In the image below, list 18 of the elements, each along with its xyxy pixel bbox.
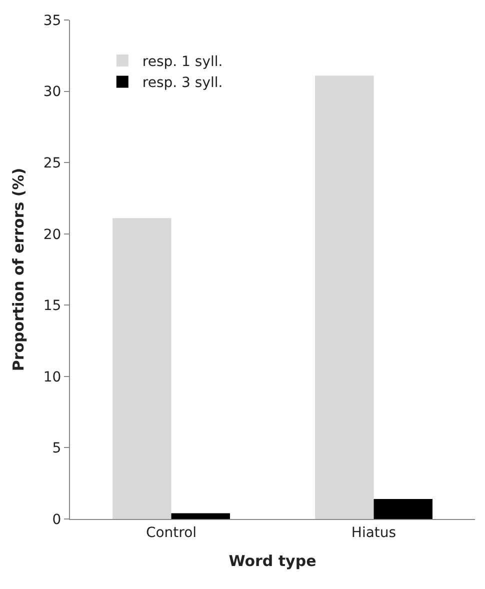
legend-label: resp. 1 syll. [142, 54, 223, 70]
y-tick-label: 35 [43, 12, 62, 29]
y-tick-label: 20 [43, 226, 62, 243]
bar [171, 513, 230, 519]
x-tick-label: Hiatus [351, 524, 396, 541]
y-axis-title: Proportion of errors (%) [10, 168, 28, 372]
bar [315, 76, 374, 519]
bar [374, 499, 432, 519]
y-tick-label: 15 [43, 298, 62, 314]
bar [112, 218, 172, 519]
legend-label: resp. 3 syll. [142, 75, 223, 92]
y-tick-label: 25 [43, 155, 62, 172]
y-tick-label: 10 [43, 369, 62, 386]
x-axis-title: Word type [228, 552, 316, 570]
x-tick-label: Control [146, 524, 197, 541]
y-tick-label: 30 [43, 84, 62, 100]
y-tick-label: 0 [52, 512, 62, 528]
y-tick-label: 5 [52, 440, 62, 457]
